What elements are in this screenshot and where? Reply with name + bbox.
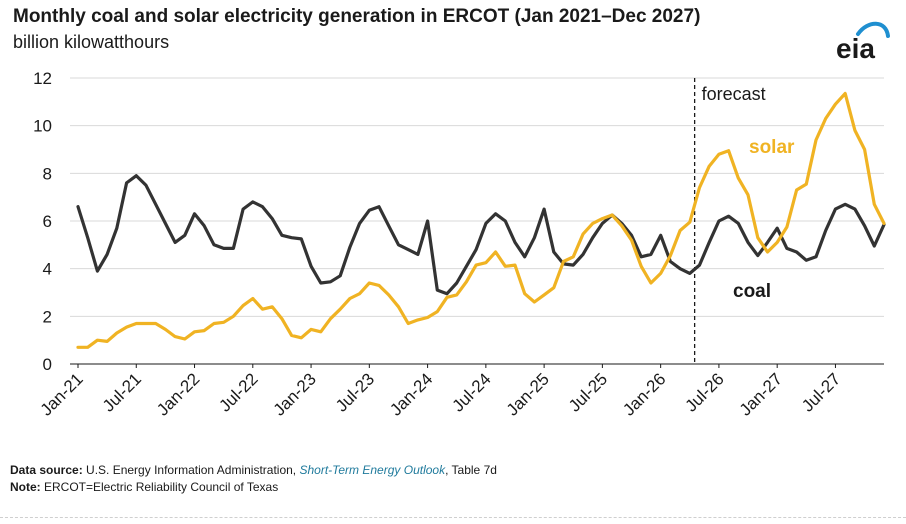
data-source-link[interactable]: Short-Term Energy Outlook xyxy=(299,463,446,477)
chart-title: Monthly coal and solar electricity gener… xyxy=(13,6,701,27)
series-line-solar xyxy=(76,91,886,349)
note: Note: ERCOT=Electric Reliability Council… xyxy=(10,480,278,494)
y-tick-label: 4 xyxy=(43,260,52,279)
x-tick-label: Jan-24 xyxy=(386,369,436,419)
x-tick-label: Jul-23 xyxy=(332,369,378,415)
series-labels: solar coal xyxy=(733,137,795,302)
x-axis-ticks: Jan-21 Jul-21 Jan-22 Jul-22 Jan-23 Jul-23 Jan-… xyxy=(37,364,844,420)
y-tick-label: 0 xyxy=(43,355,52,374)
note-text: ERCOT=Electric Reliability Council of Te… xyxy=(40,480,279,494)
y-axis-ticks: 0 2 4 6 8 10 12 xyxy=(33,69,52,374)
note-label: Note: xyxy=(10,480,41,494)
eia-logo-text: eia xyxy=(836,33,875,62)
chart-subtitle: billion kilowatthours xyxy=(13,32,170,52)
y-tick-label: 6 xyxy=(43,212,52,231)
data-source-note: Data source: U.S. Energy Information Adm… xyxy=(10,463,497,477)
series-label-solar: solar xyxy=(749,137,795,158)
y-tick-label: 2 xyxy=(43,307,52,326)
x-tick-label: Jul-27 xyxy=(798,369,844,415)
eia-logo: eia xyxy=(836,21,890,62)
x-tick-label: Jul-26 xyxy=(682,369,728,415)
x-tick-label: Jan-25 xyxy=(503,369,553,419)
y-tick-label: 12 xyxy=(33,69,52,88)
x-tick-label: Jan-22 xyxy=(153,369,203,419)
forecast-label: forecast xyxy=(702,84,766,104)
x-tick-label: Jul-21 xyxy=(99,369,145,415)
y-tick-label: 8 xyxy=(43,164,52,183)
x-tick-label: Jan-27 xyxy=(736,369,786,419)
series-lines xyxy=(76,91,886,349)
x-tick-label: Jul-25 xyxy=(565,369,611,415)
y-tick-label: 10 xyxy=(33,117,52,136)
x-tick-label: Jan-21 xyxy=(37,369,87,419)
data-source-text: U.S. Energy Information Administration, xyxy=(82,463,300,477)
data-source-suffix: , Table 7d xyxy=(445,463,497,477)
series-line-coal xyxy=(76,174,886,296)
chart-area: 0 2 4 6 8 10 12 Jan-21 Jul-21 Jan-22 Jul-22 Jan-23… xyxy=(33,69,886,420)
x-tick-label: Jul-24 xyxy=(449,369,495,415)
bottom-divider xyxy=(0,517,906,518)
x-tick-label: Jan-26 xyxy=(619,369,669,419)
forecast-marker: forecast xyxy=(693,78,766,364)
x-tick-label: Jul-22 xyxy=(215,369,261,415)
x-tick-label: Jan-23 xyxy=(270,369,320,419)
eia-logo-arc xyxy=(856,21,890,38)
data-source-label: Data source: xyxy=(10,463,83,477)
series-label-coal: coal xyxy=(733,281,771,302)
gridlines xyxy=(70,77,884,317)
